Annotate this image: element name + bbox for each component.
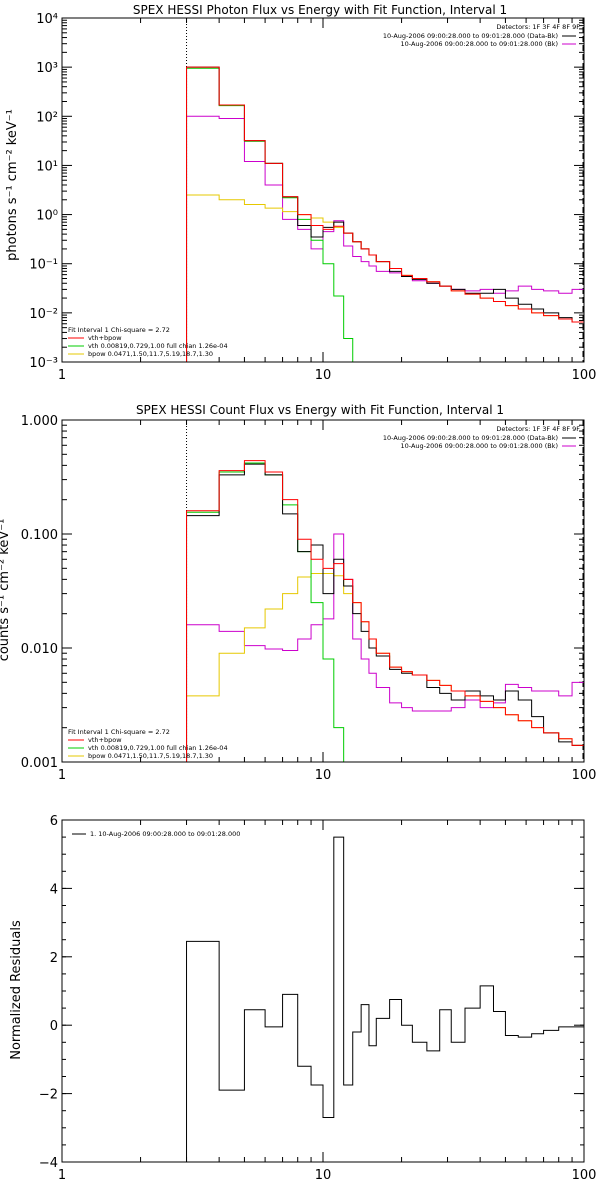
y-tick-label: 10⁻¹ (29, 258, 58, 273)
y-tick-label: 0.001 (21, 756, 58, 771)
series-line-total_fit (186, 66, 584, 362)
series-line-data (186, 836, 584, 1162)
photon-legend-vth: vth 0.00819,0.729,1.00 full chian 1.26e-… (88, 342, 228, 350)
photon-legend-data: 10-Aug-2006 09:00:28.000 to 09:01:28.000… (383, 32, 558, 40)
residuals-plot-frame (61, 819, 585, 1163)
photon-y-tick-labels: 10⁻³ 10⁻² 10⁻¹ 10⁰ 10¹ 10² 10³ 10⁴ (29, 12, 58, 371)
residuals-legend: 1. 10-Aug-2006 09:00:28.000 to 09:01:28.… (72, 830, 240, 838)
count-legend-vth: vth 0.00819,0.729,1.00 full chian 1.26e-… (88, 744, 228, 752)
x-tick-label: 1 (58, 368, 66, 383)
count-legend-fit-line: Fit Interval 1 Chi-square = 2.72 (68, 728, 170, 736)
y-tick-label: 10⁻² (29, 307, 58, 322)
photon-legend-total: vth+bpow (88, 334, 122, 342)
photon-series-lines (186, 66, 584, 363)
x-tick-label: 10 (315, 1168, 332, 1183)
photon-flux-panel: SPEX HESSI Photon Flux vs Energy with Fi… (5, 3, 596, 383)
photon-range-markers (186, 18, 584, 362)
count-series-lines (186, 460, 584, 763)
y-tick-label: 4 (50, 882, 58, 897)
count-x-tick-labels: 1 10 100 (58, 768, 597, 783)
y-tick-label: 10³ (36, 61, 58, 76)
x-tick-label: 100 (572, 368, 597, 383)
count-legend-data: 10-Aug-2006 09:00:28.000 to 09:01:28.000… (383, 434, 558, 442)
series-line-background (186, 115, 584, 362)
count-legend-fit: Fit Interval 1 Chi-square = 2.72 vth+bpo… (68, 728, 228, 760)
series-line-bpow (186, 194, 584, 362)
count-legend-bpow: bpow 0.0471,1.50,11.7,5.19,18.7,1.30 (88, 752, 213, 760)
count-range-markers (186, 420, 584, 762)
photon-legend-fit: Fit Interval 1 Chi-square = 2.72 vth+bpo… (68, 326, 228, 358)
y-tick-label: 0.010 (21, 642, 58, 657)
y-tick-label: −4 (39, 1156, 58, 1171)
series-line-data (186, 66, 584, 362)
series-line-data (186, 463, 584, 762)
photon-legend-detectors: Detectors: 1F 3F 4F 8F 9F (496, 23, 580, 31)
y-tick-label: 1.000 (21, 414, 58, 429)
y-tick-label: 10² (36, 110, 58, 125)
count-y-tick-labels: 0.001 0.010 0.100 1.000 (21, 414, 58, 771)
x-tick-label: 10 (315, 768, 332, 783)
residuals-y-axis-label: Normalized Residuals (9, 920, 24, 1060)
photon-axis-ticks (61, 17, 585, 363)
residuals-x-tick-labels: 1 10 100 (58, 1168, 597, 1183)
series-line-total_fit (186, 460, 584, 762)
photon-y-axis-label: photons s⁻¹ cm⁻² keV⁻¹ (5, 109, 20, 261)
photon-x-tick-labels: 1 10 100 (58, 368, 597, 383)
y-tick-label: 10⁻³ (29, 356, 58, 371)
photon-legend-top: Detectors: 1F 3F 4F 8F 9F 10-Aug-2006 09… (383, 23, 580, 48)
residuals-panel: Normalized Residuals 1 10 100 −4 −2 0 2 4 6 1. … (9, 814, 596, 1183)
y-tick-label: 2 (50, 951, 58, 966)
x-tick-label: 100 (572, 768, 597, 783)
residuals-series-lines (186, 836, 584, 1162)
count-plot-frame (61, 419, 585, 763)
series-line-vth (186, 462, 584, 763)
series-line-bpow (186, 573, 584, 762)
photon-plot-frame (61, 17, 585, 363)
residuals-legend-data: 1. 10-Aug-2006 09:00:28.000 to 09:01:28.… (90, 830, 240, 838)
y-tick-label: 10⁴ (36, 12, 58, 27)
count-flux-panel: SPEX HESSI Count Flux vs Energy with Fit… (0, 403, 596, 783)
count-chart-title: SPEX HESSI Count Flux vs Energy with Fit… (136, 403, 504, 417)
x-tick-label: 1 (58, 1168, 66, 1183)
count-y-axis-label: counts s⁻¹ cm⁻² keV⁻¹ (0, 519, 12, 662)
photon-legend-bk: 10-Aug-2006 09:00:28.000 to 09:01:28.000… (401, 40, 558, 48)
count-legend-detectors: Detectors: 1F 3F 4F 8F 9F (496, 425, 580, 433)
count-legend-top: Detectors: 1F 3F 4F 8F 9F 10-Aug-2006 09… (383, 425, 580, 450)
x-tick-label: 10 (315, 368, 332, 383)
count-legend-bk: 10-Aug-2006 09:00:28.000 to 09:01:28.000… (401, 442, 558, 450)
x-tick-label: 1 (58, 768, 66, 783)
y-tick-label: −2 (39, 1088, 58, 1103)
series-line-background (186, 533, 584, 762)
y-tick-label: 6 (50, 814, 58, 829)
count-legend-total: vth+bpow (88, 736, 122, 744)
y-tick-label: 10¹ (36, 159, 58, 174)
series-line-vth (186, 67, 584, 363)
y-tick-label: 0.100 (21, 528, 58, 543)
photon-chart-title: SPEX HESSI Photon Flux vs Energy with Fi… (133, 3, 507, 17)
y-tick-label: 10⁰ (36, 209, 58, 224)
y-tick-label: 0 (50, 1019, 58, 1034)
x-tick-label: 100 (572, 1168, 597, 1183)
photon-legend-fit-line: Fit Interval 1 Chi-square = 2.72 (68, 326, 170, 334)
residuals-y-tick-labels: −4 −2 0 2 4 6 (39, 814, 58, 1171)
photon-legend-bpow: bpow 0.0471,1.50,11.7,5.19,18.7,1.30 (88, 350, 213, 358)
